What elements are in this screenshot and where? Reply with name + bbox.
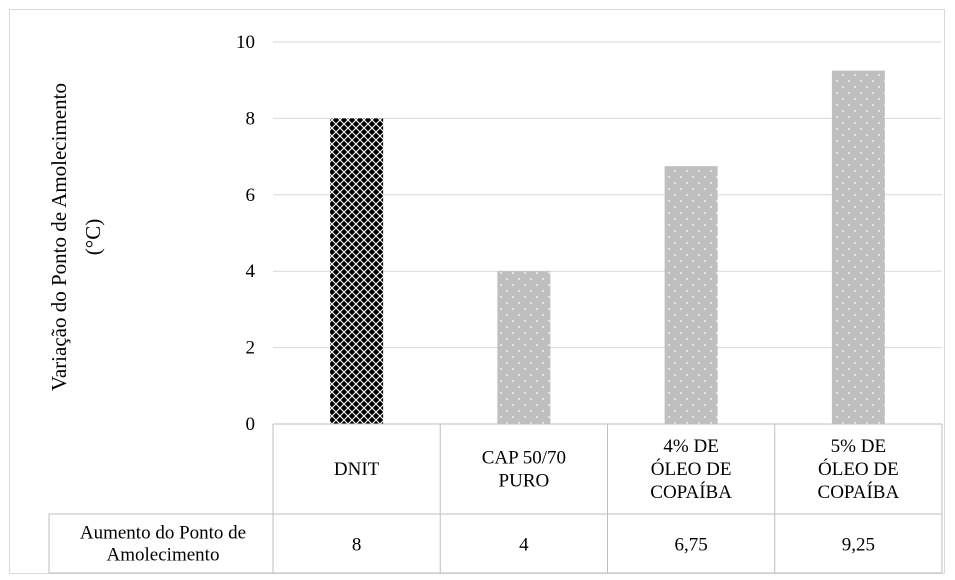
y-tick-label: 2 [246, 338, 256, 359]
y-axis-title: Variação do Ponto de Amolecimento (°C) [47, 83, 105, 391]
bar [664, 166, 718, 424]
gridlines [273, 41, 942, 349]
y-axis-label: Variação do Ponto de Amolecimento (°C) [47, 83, 105, 391]
y-axis-ticks: 0 2 4 6 8 10 [236, 32, 256, 435]
y-tick-label: 10 [236, 32, 255, 53]
x-category-label: 5% DE ÓLEO DE COPAÍBA [818, 436, 900, 503]
bar [497, 271, 551, 424]
y-tick-label: 4 [246, 261, 256, 282]
bar [330, 118, 384, 425]
x-category-label: CAP 50/70 PURO [482, 448, 566, 492]
bars [330, 70, 885, 425]
table-row-header: Aumento do Ponto de Amolecimento [80, 523, 246, 566]
y-tick-label: 6 [246, 185, 256, 206]
y-tick-label: 8 [246, 108, 256, 129]
data-value-label: 6,75 [675, 535, 708, 556]
x-category-label: DNIT [334, 459, 380, 480]
y-tick-label: 0 [246, 414, 256, 435]
data-table: DNIT CAP 50/70 PURO 4% DE ÓLEO DE COPAÍBA 5% D… [48, 423, 943, 574]
data-value-label: 9,25 [842, 535, 875, 556]
data-value-label: 8 [352, 535, 362, 556]
chart-border [9, 9, 945, 574]
bar [831, 70, 885, 425]
data-value-label: 4 [519, 535, 529, 556]
x-category-label: 4% DE ÓLEO DE COPAÍBA [650, 436, 732, 503]
